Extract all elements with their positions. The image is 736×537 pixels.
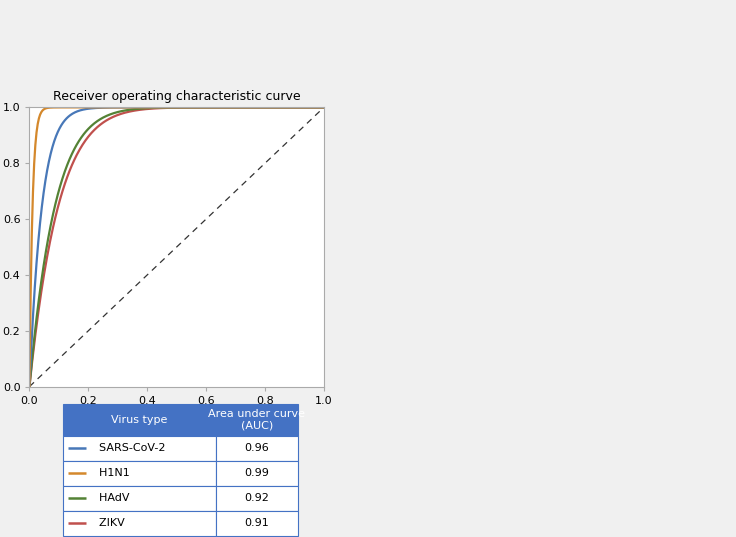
Title: Receiver operating characteristic curve: Receiver operating characteristic curve <box>53 90 300 104</box>
X-axis label: False positive rate: False positive rate <box>123 411 230 424</box>
